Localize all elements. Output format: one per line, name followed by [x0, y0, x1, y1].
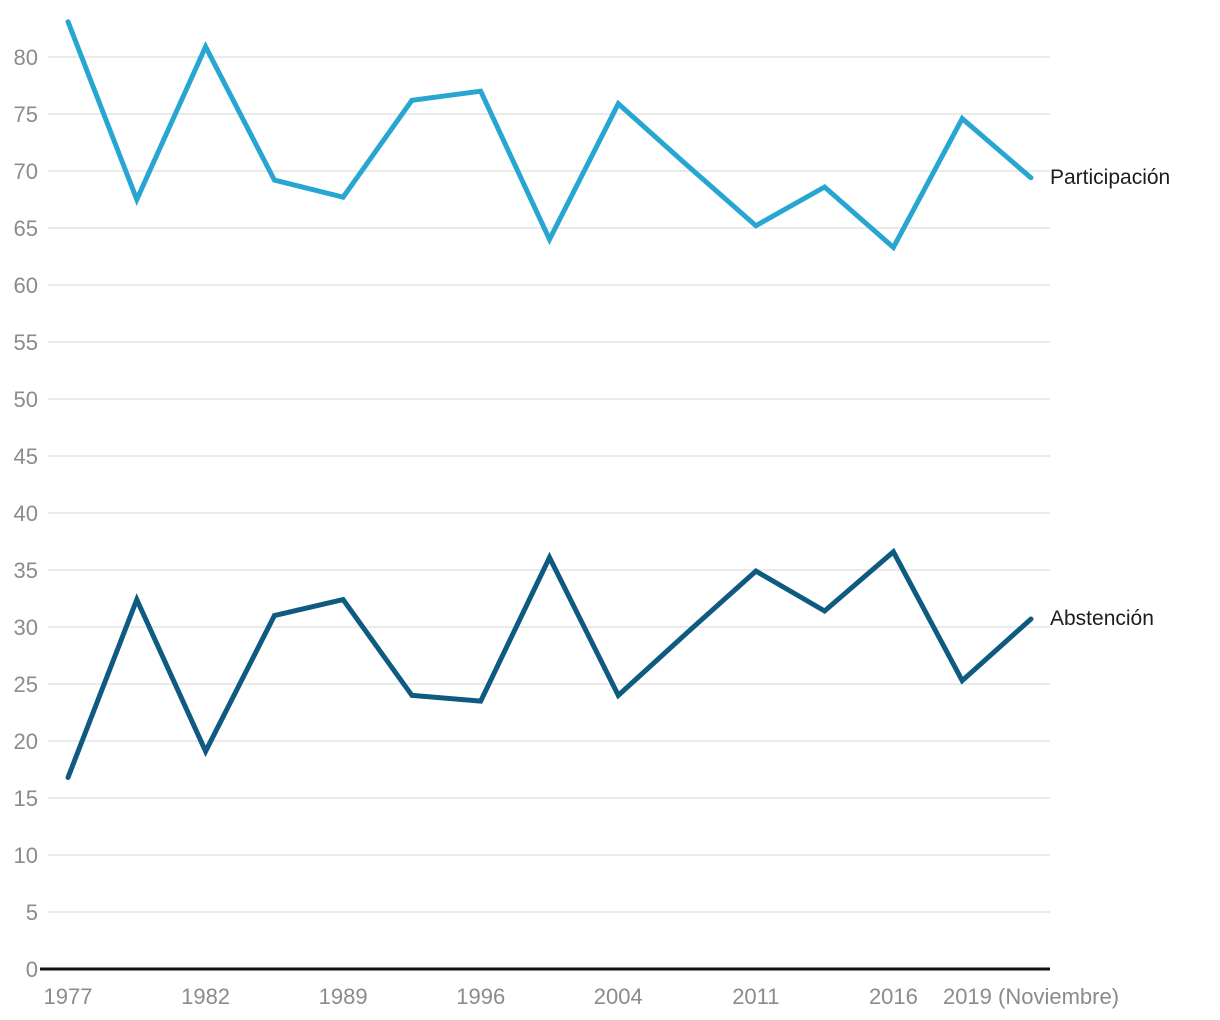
y-tick-label: 15 [14, 786, 38, 811]
series-label-abstencion: Abstención [1050, 607, 1154, 631]
series-line-1 [65, 547, 1034, 780]
x-tick-label: 1996 [456, 984, 505, 1009]
y-tick-label: 70 [14, 159, 38, 184]
y-tick-label: 25 [14, 672, 38, 697]
y-tick-label: 20 [14, 729, 38, 754]
x-tick-label: 1982 [181, 984, 230, 1009]
y-tick-label: 65 [14, 216, 38, 241]
y-tick-label: 0 [26, 957, 38, 982]
y-tick-label: 40 [14, 501, 38, 526]
y-tick-label: 50 [14, 387, 38, 412]
series-label-participacion: Participación [1050, 165, 1171, 189]
series-line-0 [65, 19, 1034, 252]
x-tick-label: 2019 (Noviembre) [943, 984, 1119, 1009]
y-tick-label: 55 [14, 330, 38, 355]
y-tick-label: 30 [14, 615, 38, 640]
y-tick-label: 10 [14, 843, 38, 868]
x-tick-label: 2016 [869, 984, 918, 1009]
y-tick-label: 45 [14, 444, 38, 469]
y-tick-label: 75 [14, 102, 38, 127]
x-tick-label: 1977 [44, 984, 93, 1009]
x-tick-label: 1989 [319, 984, 368, 1009]
x-tick-label: 2011 [732, 984, 779, 1009]
y-tick-label: 80 [14, 45, 38, 70]
x-tick-label: 2004 [594, 984, 643, 1009]
y-tick-label: 5 [26, 900, 38, 925]
y-tick-label: 35 [14, 558, 38, 583]
y-tick-label: 60 [14, 273, 38, 298]
